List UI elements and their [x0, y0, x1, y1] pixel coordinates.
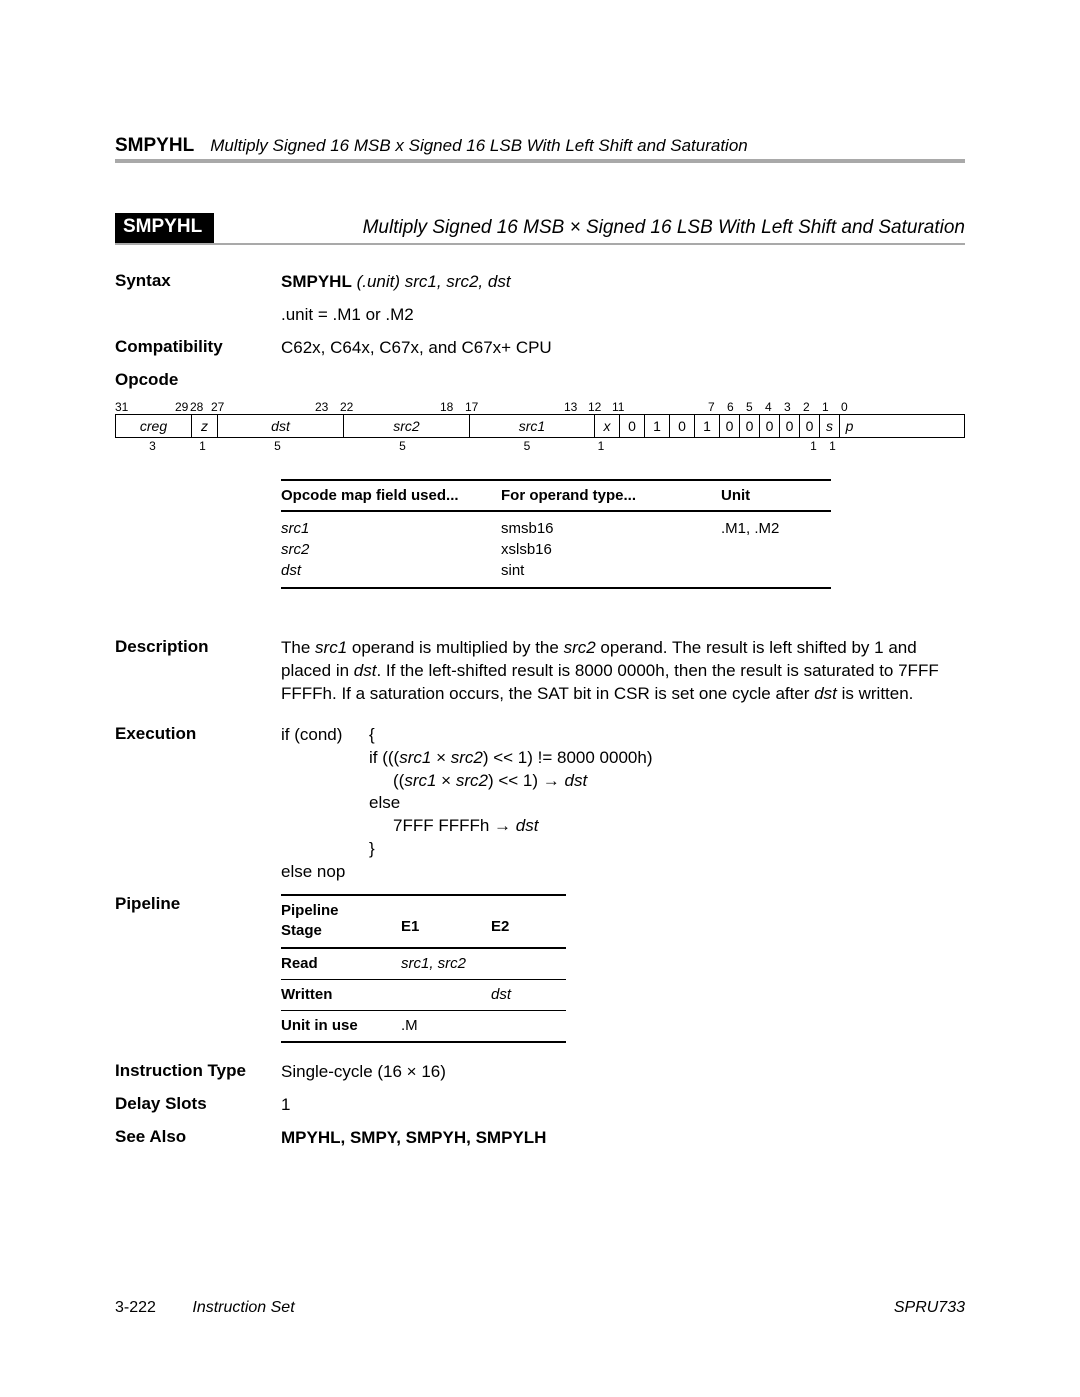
bit-field: dst — [218, 415, 344, 437]
bit-widths: 31555111 — [115, 439, 965, 453]
title-box: SMPYHL — [115, 213, 214, 243]
footer-center: Instruction Set — [192, 1299, 294, 1316]
opcode-section: Opcode — [115, 370, 965, 390]
description-body: The src1 operand is multiplied by the sr… — [281, 637, 965, 706]
exec-elsenop: else nop — [281, 861, 965, 884]
bit-field: src2 — [344, 415, 470, 437]
bit-field: src1 — [470, 415, 595, 437]
pipeline-table: Pipeline Stage E1 E2 Readsrc1, src2Writt… — [281, 894, 566, 1043]
description-section: Description The src1 operand is multipli… — [115, 637, 965, 706]
exec-ifcond: if (cond) — [281, 724, 369, 862]
map-row: src1smsb16.M1, .M2 — [281, 518, 831, 539]
bit-field: x — [595, 415, 620, 437]
bit-field: s — [820, 415, 840, 437]
exec-else: else — [369, 792, 653, 815]
exec-block: { if (((src1 × src2) << 1) != 8000 0000h… — [369, 724, 653, 862]
instr-type-label: Instruction Type — [115, 1061, 281, 1084]
description-label: Description — [115, 637, 281, 706]
bit-field: 0 — [760, 415, 780, 437]
instr-type-body: Single-cycle (16 × 16) — [281, 1061, 965, 1084]
see-also-value: MPYHL, SMPY, SMPYH, SMPYLH — [281, 1127, 965, 1150]
exec-brace-close: } — [369, 838, 653, 861]
bit-field: creg — [116, 415, 192, 437]
syntax-label: Syntax — [115, 271, 281, 327]
bit-field: 0 — [800, 415, 820, 437]
syntax-args: (.unit) src1, src2, dst — [352, 272, 511, 291]
delay-slots-label: Delay Slots — [115, 1094, 281, 1117]
exec-line1: if (((src1 × src2) << 1) != 8000 0000h) — [369, 747, 653, 770]
execution-label: Execution — [115, 724, 281, 885]
map-header: Opcode map field used... For operand typ… — [281, 481, 831, 512]
footer-page: 3-222 — [115, 1299, 156, 1316]
map-h3: Unit — [721, 487, 831, 504]
header-mnemonic: SMPYHL — [115, 135, 194, 157]
exec-line2: ((src1 × src2) << 1) → dst — [369, 770, 653, 793]
page: SMPYHL Multiply Signed 16 MSB x Signed 1… — [0, 0, 1080, 1397]
pipeline-body: Pipeline Stage E1 E2 Readsrc1, src2Writt… — [281, 894, 965, 1043]
bit-field: 0 — [740, 415, 760, 437]
execution-body: if (cond) { if (((src1 × src2) << 1) != … — [281, 724, 965, 885]
map-row: src2xslsb16 — [281, 539, 831, 560]
map-row: dstsint — [281, 560, 831, 581]
bit-field: 0 — [720, 415, 740, 437]
pipe-row: Readsrc1, src2 — [281, 949, 566, 980]
opcode-diagram: 312928272322181713121176543210 cregzdsts… — [115, 400, 965, 453]
map-rows: src1smsb16.M1, .M2src2xslsb16dstsint — [281, 512, 831, 589]
footer-right: SPRU733 — [894, 1299, 965, 1317]
bit-field: 0 — [620, 415, 645, 437]
exec-brace-open: { — [369, 724, 653, 747]
pipe-row: Writtendst — [281, 980, 566, 1011]
bit-field: 1 — [695, 415, 720, 437]
pipe-header: Pipeline Stage E1 E2 — [281, 896, 566, 949]
pipeline-section: Pipeline Pipeline Stage E1 E2 Readsrc1, … — [115, 894, 965, 1043]
header-subtitle: Multiply Signed 16 MSB x Signed 16 LSB W… — [210, 136, 748, 156]
compat-section: Compatibility C62x, C64x, C67x, and C67x… — [115, 337, 965, 360]
map-h1: Opcode map field used... — [281, 487, 501, 504]
bit-field: 1 — [645, 415, 670, 437]
opcode-label: Opcode — [115, 370, 281, 390]
bit-numbers: 312928272322181713121176543210 — [115, 400, 965, 414]
title-text: Multiply Signed 16 MSB × Signed 16 LSB W… — [363, 217, 965, 239]
syntax-section: Syntax SMPYHL (.unit) src1, src2, dst .u… — [115, 271, 965, 327]
exec-line3: 7FFF FFFFh → dst — [369, 815, 653, 838]
bit-field: 0 — [670, 415, 695, 437]
syntax-body: SMPYHL (.unit) src1, src2, dst .unit = .… — [281, 271, 965, 327]
execution-section: Execution if (cond) { if (((src1 × src2)… — [115, 724, 965, 885]
page-footer: 3-222 Instruction Set SPRU733 — [115, 1299, 965, 1317]
page-header: SMPYHL Multiply Signed 16 MSB x Signed 1… — [115, 135, 965, 163]
pipeline-label: Pipeline — [115, 894, 281, 1043]
bit-field: 0 — [780, 415, 800, 437]
syntax-mn: SMPYHL — [281, 272, 352, 291]
map-h2: For operand type... — [501, 487, 721, 504]
title-row: SMPYHL Multiply Signed 16 MSB × Signed 1… — [115, 213, 965, 245]
instr-type-section: Instruction Type Single-cycle (16 × 16) — [115, 1061, 965, 1084]
compat-label: Compatibility — [115, 337, 281, 360]
opcode-map-table: Opcode map field used... For operand typ… — [281, 479, 831, 589]
bit-fields: cregzdstsrc2src1x010100000sp — [115, 414, 965, 438]
compat-body: C62x, C64x, C67x, and C67x+ CPU — [281, 337, 965, 360]
see-also-section: See Also MPYHL, SMPY, SMPYH, SMPYLH — [115, 1127, 965, 1150]
delay-slots-section: Delay Slots 1 — [115, 1094, 965, 1117]
syntax-unit: .unit = .M1 or .M2 — [281, 304, 965, 327]
delay-slots-value: 1 — [281, 1094, 965, 1117]
bit-field: p — [840, 415, 859, 437]
bit-field: z — [192, 415, 218, 437]
see-also-label: See Also — [115, 1127, 281, 1150]
pipe-row: Unit in use.M — [281, 1011, 566, 1043]
